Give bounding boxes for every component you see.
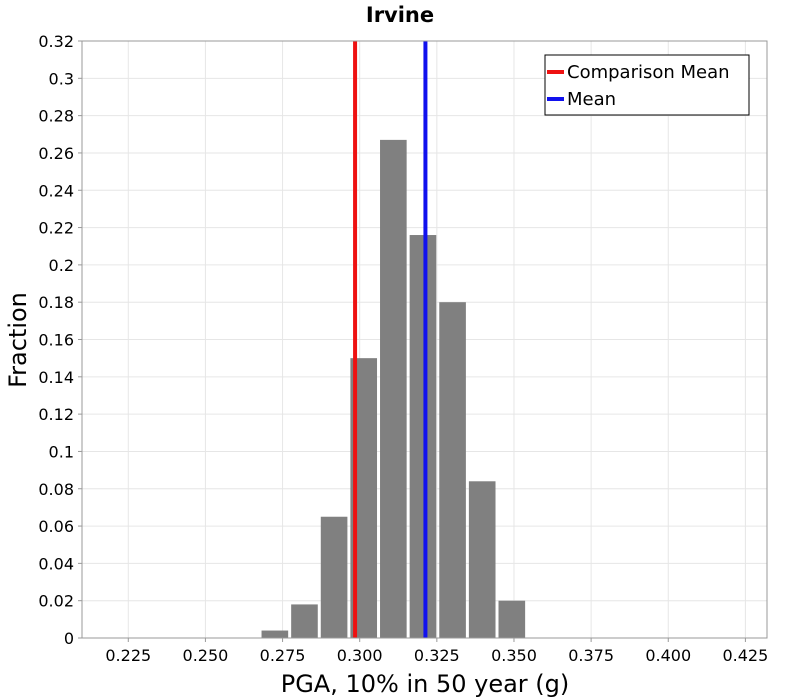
- y-tick-label: 0.2: [49, 256, 74, 275]
- histogram-bar: [380, 139, 407, 639]
- y-tick-label: 0.14: [38, 368, 74, 387]
- legend: Comparison Mean Mean: [544, 54, 750, 116]
- x-tick-label: 0.325: [414, 646, 460, 665]
- x-tick-label: 0.425: [722, 646, 768, 665]
- x-axis-title: PGA, 10% in 50 year (g): [281, 670, 570, 698]
- y-tick-label: 0.3: [49, 69, 74, 88]
- x-tick-label: 0.350: [491, 646, 537, 665]
- y-axis-title: Fraction: [4, 292, 32, 388]
- legend-label-comparison-mean: Comparison Mean: [567, 62, 730, 83]
- histogram-bar: [498, 600, 526, 638]
- y-tick-label: 0.18: [38, 293, 74, 312]
- y-tick-label: 0.32: [38, 32, 74, 51]
- y-tick-label: 0.06: [38, 517, 74, 536]
- y-tick-label: 0.04: [38, 554, 74, 573]
- histogram-bar: [468, 481, 496, 638]
- y-tick-label: 0.1: [49, 442, 74, 461]
- y-axis-ticks: 0 0.02 0.04 0.06 0.08 0.1 0.12 0.14 0.16 0.18 0.2 0…: [38, 32, 82, 648]
- x-axis-ticks: 0.225 0.250 0.275 0.300 0.325 0.350 0.375 0.400…: [105, 638, 768, 665]
- mean-lines: [353, 41, 428, 638]
- legend-label-mean: Mean: [567, 89, 616, 110]
- chart-title: Irvine: [366, 3, 434, 27]
- y-tick-label: 0.24: [38, 181, 74, 200]
- y-tick-label: 0: [64, 629, 74, 648]
- y-tick-label: 0.26: [38, 144, 74, 163]
- histogram-bar: [320, 516, 348, 638]
- legend-box: [544, 54, 750, 116]
- bars: [261, 139, 526, 639]
- y-tick-label: 0.16: [38, 331, 74, 350]
- histogram-bar: [439, 302, 466, 638]
- x-tick-label: 0.275: [260, 646, 306, 665]
- x-tick-label: 0.375: [568, 646, 614, 665]
- histogram-bar: [261, 630, 289, 638]
- x-tick-label: 0.250: [183, 646, 229, 665]
- y-tick-label: 0.22: [38, 219, 74, 238]
- x-tick-label: 0.400: [645, 646, 691, 665]
- x-tick-label: 0.300: [337, 646, 383, 665]
- histogram-bar: [291, 604, 318, 638]
- x-tick-label: 0.225: [105, 646, 151, 665]
- y-tick-label: 0.02: [38, 592, 74, 611]
- histogram-bar: [409, 235, 437, 638]
- y-tick-label: 0.12: [38, 405, 74, 424]
- y-tick-label: 0.28: [38, 107, 74, 126]
- y-tick-label: 0.08: [38, 480, 74, 499]
